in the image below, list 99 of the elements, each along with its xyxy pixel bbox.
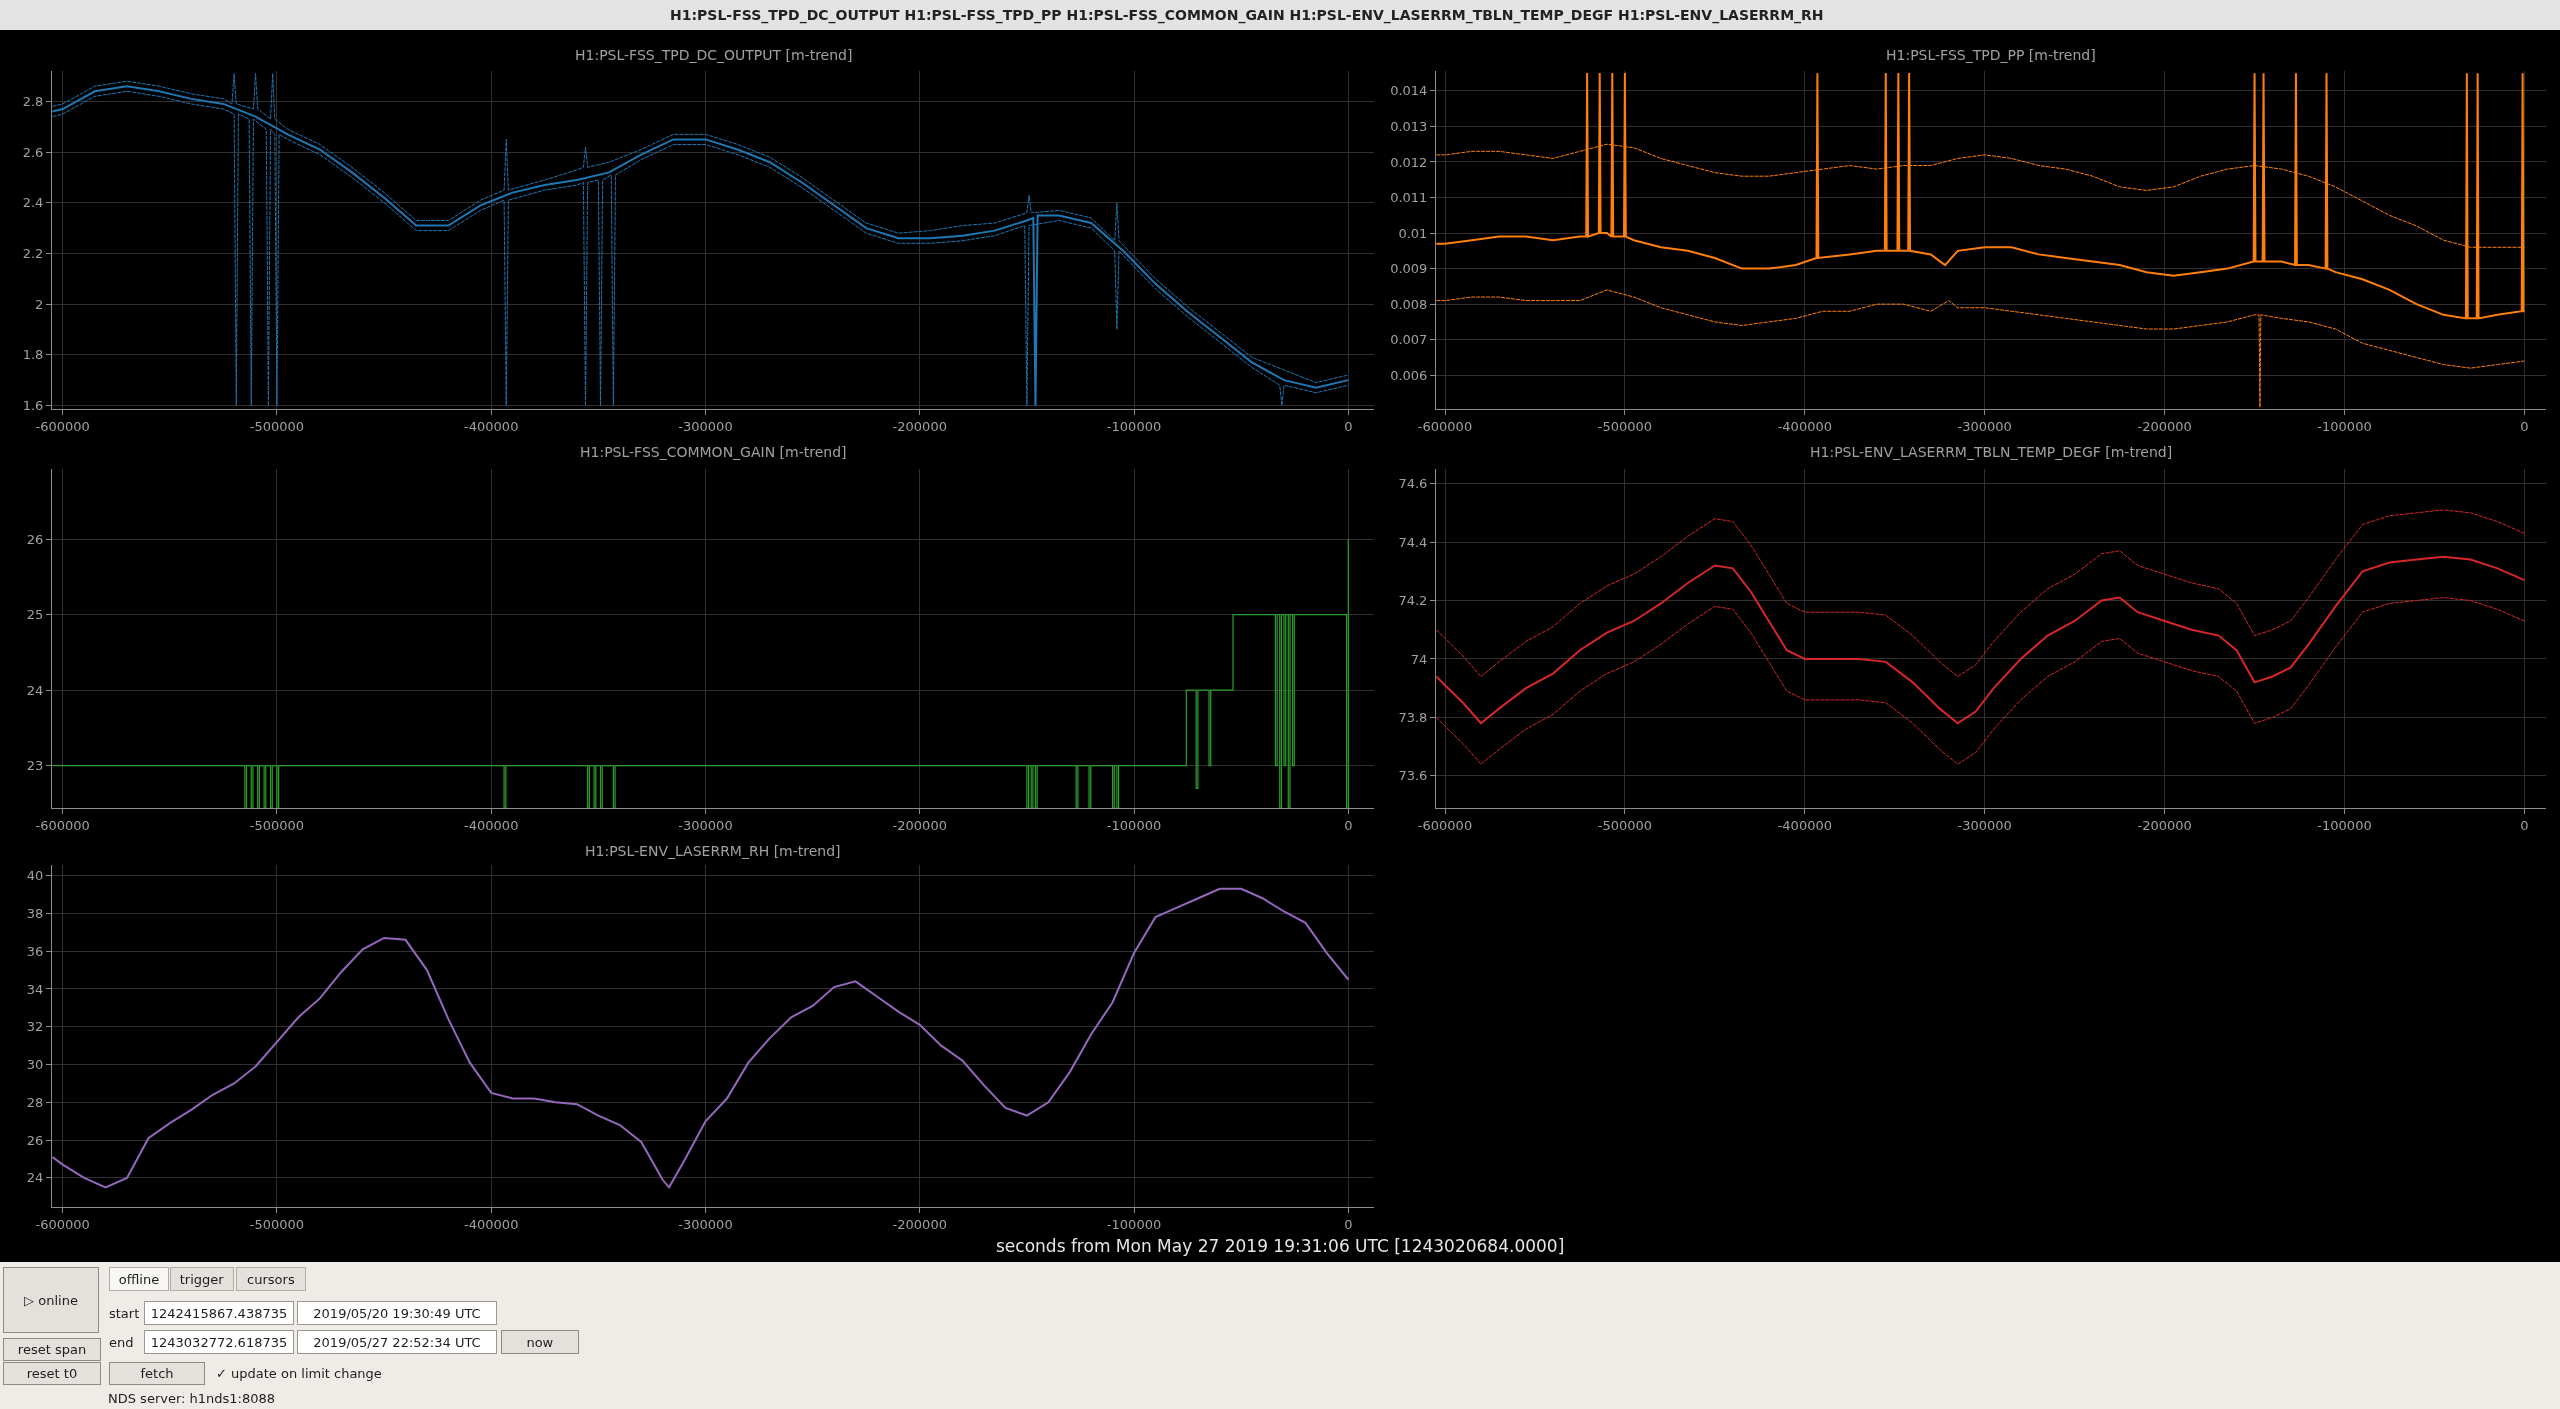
x-tick-label: -500000 bbox=[249, 1216, 305, 1232]
y-tick-label: 28 bbox=[26, 1094, 44, 1110]
y-tick-label: 0.013 bbox=[1390, 118, 1428, 134]
x-tick-label: -500000 bbox=[1597, 817, 1653, 833]
text: now bbox=[526, 1334, 554, 1350]
y-tick-label: 0.012 bbox=[1390, 154, 1428, 170]
text: 2019/05/20 19:30:49 UTC bbox=[313, 1305, 481, 1321]
x-tick-label: -600000 bbox=[35, 418, 90, 434]
y-tick-label: 2.8 bbox=[22, 93, 44, 109]
y-tick-label: 1.6 bbox=[22, 398, 44, 413]
x-tick-label: 0 bbox=[2520, 418, 2529, 434]
y-tick-label: 74.6 bbox=[1398, 476, 1428, 492]
x-tick-label: -600000 bbox=[1417, 418, 1473, 434]
y-tick-label: 23 bbox=[26, 758, 44, 774]
chart-title: H1:PSL-FSS_TPD_PP [m-trend] bbox=[1886, 47, 2096, 63]
x-tick-label: -200000 bbox=[2137, 817, 2192, 833]
line-series bbox=[1436, 509, 2525, 677]
y-tick-label: 30 bbox=[26, 1057, 44, 1073]
y-tick-label: 24 bbox=[26, 1170, 44, 1186]
line-series bbox=[52, 887, 1350, 1189]
x-tick-label: -500000 bbox=[1597, 418, 1653, 434]
y-tick-label: 0.014 bbox=[1390, 83, 1428, 99]
y-tick-label: 26 bbox=[26, 1132, 44, 1148]
y-tick-label: 0.01 bbox=[1398, 225, 1428, 241]
chart-title: H1:PSL-ENV_LASERRM_TBLN_TEMP_DEGF [m-trend] bbox=[1810, 444, 2173, 460]
x-tick-label: -600000 bbox=[35, 1216, 90, 1232]
chart-title: H1:PSL-ENV_LASERRM_RH [m-trend] bbox=[585, 843, 841, 859]
y-tick-label: 40 bbox=[26, 868, 44, 884]
y-tick-label: 73.6 bbox=[1398, 768, 1428, 784]
x-tick-label: -500000 bbox=[249, 418, 305, 434]
y-tick-label: 2 bbox=[35, 296, 44, 312]
x-tick-label: -300000 bbox=[678, 817, 733, 833]
y-tick-label: 74.4 bbox=[1398, 534, 1428, 550]
x-tick-label: -200000 bbox=[892, 1216, 947, 1232]
x-tick-label: -400000 bbox=[464, 1216, 519, 1232]
y-tick-label: 0.009 bbox=[1390, 261, 1428, 277]
y-tick-label: 26 bbox=[26, 531, 44, 547]
chart-title: H1:PSL-FSS_TPD_DC_OUTPUT [m-trend] bbox=[575, 47, 853, 63]
text: trigger bbox=[179, 1271, 225, 1287]
text: NDS server: h1nds1:8088 bbox=[108, 1391, 276, 1406]
text: end bbox=[109, 1335, 134, 1350]
text: 2019/05/27 22:52:34 UTC bbox=[313, 1334, 481, 1350]
text: 1242415867.438735 bbox=[150, 1305, 288, 1321]
x-tick-label: -600000 bbox=[1417, 817, 1473, 833]
text: ✓ update on limit change bbox=[216, 1366, 382, 1381]
x-tick-label: -400000 bbox=[464, 817, 519, 833]
line-series bbox=[1436, 555, 2526, 725]
y-tick-label: 0.008 bbox=[1390, 296, 1428, 312]
x-tick-label: -200000 bbox=[892, 418, 947, 434]
x-tick-label: -200000 bbox=[892, 817, 947, 833]
y-tick-label: 2.4 bbox=[22, 195, 44, 211]
x-tick-label: -300000 bbox=[1957, 418, 2012, 434]
text: cursors bbox=[247, 1271, 295, 1287]
x-tick-label: -400000 bbox=[464, 418, 519, 434]
x-tick-label: -100000 bbox=[1106, 418, 1162, 434]
y-tick-label: 0.006 bbox=[1390, 367, 1428, 383]
y-tick-label: 73.8 bbox=[1398, 709, 1428, 725]
text: reset span bbox=[17, 1342, 87, 1357]
x-tick-label: 0 bbox=[2520, 817, 2529, 833]
chart-title: H1:PSL-FSS_COMMON_GAIN [m-trend] bbox=[580, 444, 847, 460]
y-tick-label: 34 bbox=[26, 981, 44, 997]
text: start bbox=[109, 1306, 140, 1321]
text: fetch bbox=[140, 1366, 174, 1381]
text: 1243032772.618735 bbox=[150, 1334, 288, 1350]
y-tick-label: 25 bbox=[26, 607, 44, 623]
text: ▷ online bbox=[24, 1292, 78, 1308]
y-tick-label: 74.2 bbox=[1398, 593, 1428, 609]
x-tick-label: -300000 bbox=[678, 1216, 733, 1232]
x-tick-label: -100000 bbox=[2317, 418, 2372, 434]
x-tick-label: 0 bbox=[1344, 418, 1353, 434]
text: H1:PSL-FSS_TPD_DC_OUTPUT H1:PSL-FSS_TPD_PP H1:PSL-FSS_COMMON_GAIN H1:PSL-ENV_LASERRM_TBLN_TEMP_DEGF H1:PSL-ENV_LASERRM_RH bbox=[670, 7, 1824, 24]
x-tick-label: -600000 bbox=[35, 817, 90, 833]
y-tick-label: 2.2 bbox=[22, 245, 44, 261]
line-series bbox=[1436, 289, 2525, 408]
x-tick-label: -100000 bbox=[2317, 817, 2372, 833]
y-tick-label: 32 bbox=[26, 1019, 44, 1035]
y-tick-label: 2.6 bbox=[22, 144, 44, 160]
x-tick-label: -500000 bbox=[249, 817, 305, 833]
y-tick-label: 24 bbox=[26, 682, 44, 698]
x-tick-label: -300000 bbox=[1957, 817, 2012, 833]
line-series bbox=[1436, 597, 2525, 765]
x-tick-label: -300000 bbox=[678, 418, 733, 434]
x-tick-label: -400000 bbox=[1777, 817, 1832, 833]
y-tick-label: 38 bbox=[26, 905, 44, 921]
x-tick-label: -100000 bbox=[1106, 1216, 1162, 1232]
x-tick-label: 0 bbox=[1344, 817, 1353, 833]
x-tick-label: 0 bbox=[1344, 1216, 1353, 1232]
y-tick-label: 0.011 bbox=[1390, 190, 1428, 206]
y-tick-label: 74 bbox=[1410, 651, 1428, 667]
line-series bbox=[1436, 72, 2526, 320]
text: offline bbox=[118, 1271, 160, 1287]
y-tick-label: 0.007 bbox=[1390, 332, 1428, 348]
x-tick-label: -100000 bbox=[1106, 817, 1162, 833]
x-tick-label: -200000 bbox=[2137, 418, 2192, 434]
x-tick-label: -400000 bbox=[1777, 418, 1832, 434]
y-tick-label: 36 bbox=[26, 943, 44, 959]
x-axis-title: seconds from Mon May 27 2019 19:31:06 UTC [1243020684.0000] bbox=[996, 1236, 1565, 1256]
y-tick-label: 1.8 bbox=[22, 347, 44, 363]
text: reset t0 bbox=[26, 1366, 78, 1381]
